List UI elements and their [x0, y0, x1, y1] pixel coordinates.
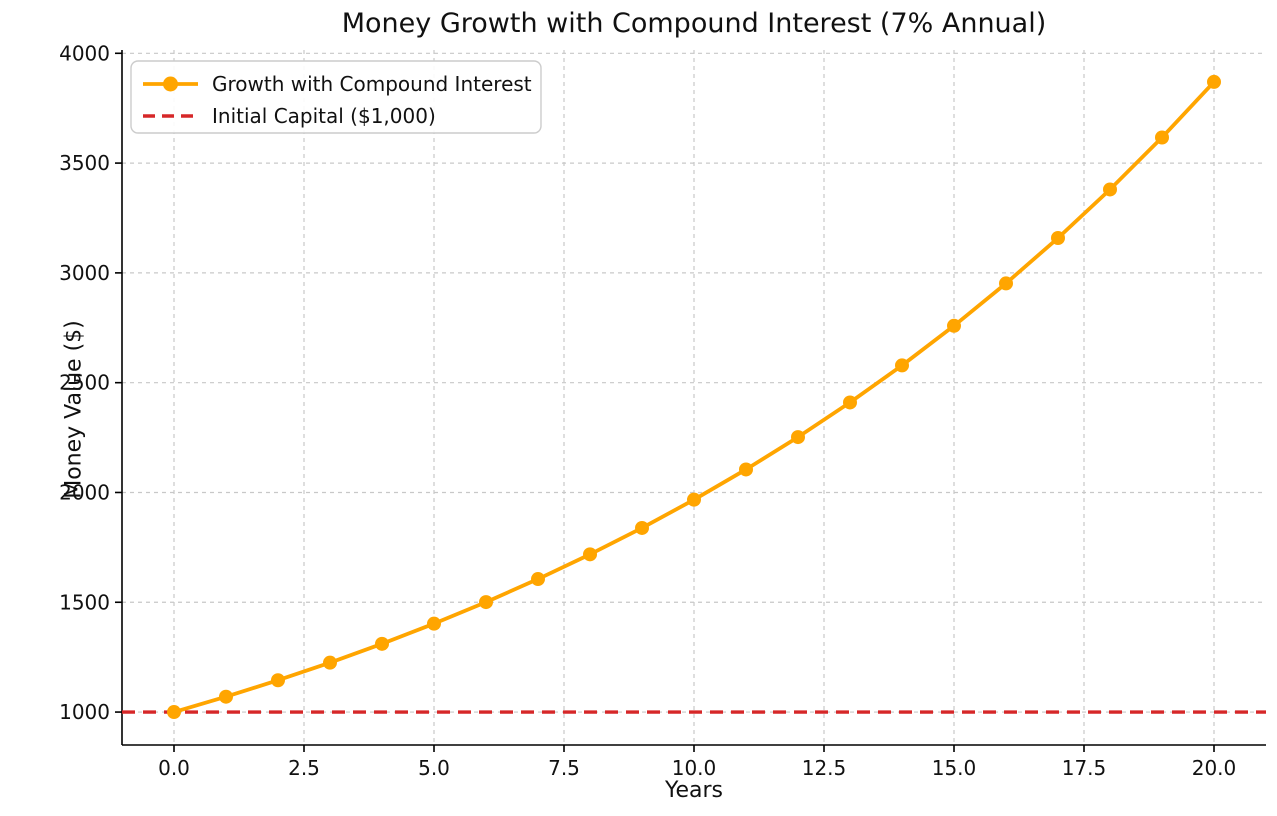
legend-growth-marker-icon: [163, 76, 178, 92]
data-point-marker: [531, 572, 545, 587]
data-point-marker: [1155, 130, 1169, 145]
data-point-marker: [895, 358, 909, 373]
x-tick-label: 15.0: [932, 756, 977, 780]
legend-growth-label: Growth with Compound Interest: [212, 72, 532, 96]
data-point-marker: [323, 655, 337, 670]
x-axis-label: Years: [664, 778, 724, 803]
x-tick-label: 2.5: [288, 756, 320, 780]
data-point-marker: [739, 462, 753, 477]
data-point-marker: [271, 673, 285, 688]
data-point-marker: [635, 520, 649, 535]
legend-box: [130, 60, 542, 134]
data-point-marker: [791, 430, 805, 445]
data-point-marker: [375, 636, 389, 651]
data-point-marker: [167, 705, 181, 720]
y-tick-label: 2000: [59, 480, 110, 504]
legend: Growth with Compound Interest Initial Cap…: [130, 60, 542, 134]
y-tick-label: 1000: [59, 700, 110, 724]
y-tick-label: 3500: [59, 151, 110, 175]
y-tick-label: 4000: [59, 41, 110, 65]
data-point-marker: [999, 276, 1013, 291]
x-tick-label: 0.0: [158, 756, 190, 780]
x-tick-label: 7.5: [548, 756, 580, 780]
chart-title: Money Growth with Compound Interest (7% …: [341, 8, 1047, 39]
data-point-marker: [583, 547, 597, 562]
y-tick-label: 3000: [59, 261, 110, 285]
y-tick-label: 2500: [59, 371, 110, 395]
legend-initial-capital-label: Initial Capital ($1,000): [212, 104, 436, 128]
y-tick-label: 1500: [59, 590, 110, 614]
data-point-marker: [219, 689, 233, 704]
data-point-marker: [479, 595, 493, 610]
data-point-marker: [1207, 74, 1221, 89]
x-tick-label: 5.0: [418, 756, 450, 780]
x-tick-label: 10.0: [672, 756, 717, 780]
data-point-marker: [427, 616, 441, 631]
data-point-marker: [687, 492, 701, 507]
x-tick-label: 17.5: [1062, 756, 1107, 780]
data-point-marker: [1051, 231, 1065, 246]
x-tick-label: 20.0: [1192, 756, 1237, 780]
data-point-marker: [843, 395, 857, 410]
data-point-marker: [1103, 182, 1117, 197]
x-tick-label: 12.5: [802, 756, 847, 780]
data-point-marker: [947, 318, 961, 333]
